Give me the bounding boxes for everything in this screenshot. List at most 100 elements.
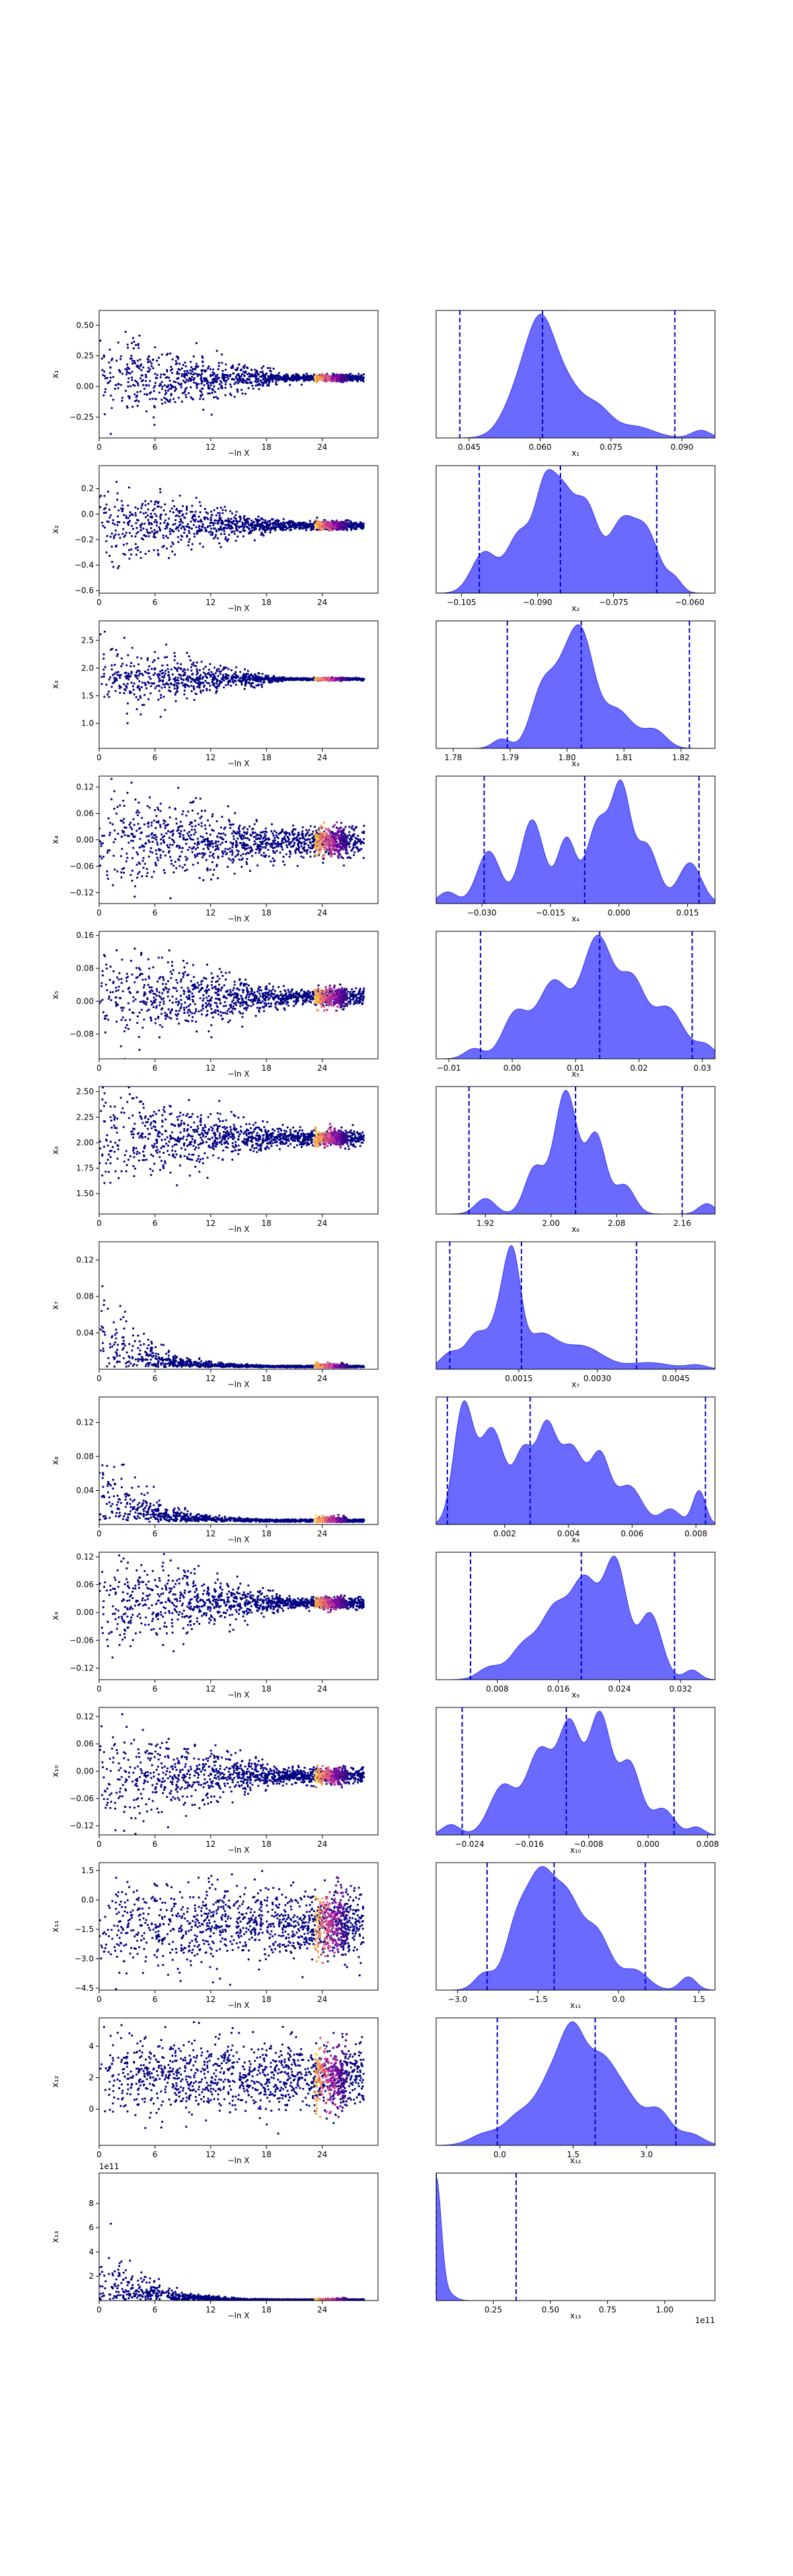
scatter-point — [235, 520, 238, 522]
scatter-point — [200, 661, 203, 663]
scatter-point — [115, 677, 118, 680]
scatter-point — [283, 380, 286, 383]
scatter-point — [143, 388, 146, 390]
scatter-point — [200, 394, 202, 397]
scatter-point — [125, 517, 128, 519]
scatter-point-hot — [315, 380, 319, 384]
scatter-point — [165, 643, 168, 646]
scatter-point — [198, 528, 201, 530]
scatter-point — [145, 376, 147, 378]
scatter-point — [195, 341, 198, 345]
scatter-point — [258, 528, 261, 531]
scatter-point — [251, 384, 254, 387]
scatter-point — [132, 347, 135, 350]
scatter-point-hot — [330, 377, 334, 380]
scatter-point — [167, 389, 169, 392]
scatter-point — [140, 537, 143, 540]
scatter-point — [111, 561, 114, 563]
scatter-point — [136, 656, 139, 659]
scatter-point — [167, 536, 169, 540]
scatter-point — [176, 826, 179, 829]
scatter-point — [170, 392, 172, 395]
scatter-point — [225, 509, 227, 512]
scatter-point — [110, 649, 112, 651]
scatter-point — [138, 367, 141, 370]
scatter-point — [134, 512, 137, 515]
scatter-point — [252, 521, 254, 524]
scatter-point — [102, 855, 105, 858]
scatter-point — [236, 379, 239, 382]
scatter-point — [252, 682, 254, 684]
scatter-point — [137, 698, 139, 701]
scatter-point — [191, 375, 194, 378]
scatter-point — [121, 509, 124, 512]
scatter-point — [169, 379, 171, 382]
scatter-point — [227, 517, 230, 520]
scatter-point — [301, 375, 304, 378]
scatter-point — [302, 677, 305, 680]
scatter-point — [177, 376, 180, 379]
scatter-point — [129, 511, 132, 514]
scatter-point — [235, 529, 238, 532]
scatter-point — [262, 681, 265, 684]
scatter-point — [332, 373, 334, 375]
scatter-point — [153, 659, 156, 662]
scatter-point — [108, 849, 111, 852]
x-axis-label: −ln X — [227, 759, 249, 768]
scatter-point — [262, 677, 266, 680]
scatter-point — [232, 858, 235, 861]
scatter-point — [123, 637, 126, 639]
scatter-point — [274, 528, 277, 530]
scatter-point — [272, 676, 275, 678]
scatter-point — [103, 696, 106, 698]
scatter-point — [196, 861, 200, 865]
scatter-point — [190, 690, 193, 692]
scatter-point — [208, 365, 210, 368]
scatter-point — [178, 494, 181, 497]
scatter-point — [216, 507, 219, 509]
scatter-point — [356, 522, 358, 525]
scatter-point — [311, 678, 314, 681]
scatter-point — [295, 376, 298, 380]
scatter-point — [246, 670, 249, 672]
scatter-point — [147, 668, 149, 671]
scatter-point — [266, 527, 269, 530]
scatter-point — [362, 678, 365, 680]
scatter-point — [358, 524, 361, 527]
scatter-point — [171, 358, 174, 361]
scatter-point — [159, 487, 161, 491]
scatter-point — [151, 509, 155, 512]
scatter-point — [127, 371, 130, 375]
scatter-point — [158, 391, 161, 394]
scatter-point — [218, 528, 221, 532]
scatter-point — [155, 836, 158, 839]
scatter-point — [195, 382, 198, 384]
scatter-point — [282, 528, 284, 530]
scatter-point — [113, 807, 116, 810]
scatter-point — [150, 682, 153, 684]
scatter-point — [222, 832, 225, 835]
scatter-point — [137, 507, 139, 510]
scatter-point — [243, 842, 246, 845]
scatter-point — [180, 663, 182, 666]
scatter-point — [269, 524, 272, 526]
scatter-point — [221, 838, 223, 840]
scatter-point — [348, 831, 351, 834]
scatter-point — [209, 530, 212, 533]
scatter-point — [186, 507, 188, 510]
scatter-point — [210, 511, 213, 513]
scatter-point — [174, 522, 176, 525]
scatter-point — [174, 680, 176, 682]
scatter-point — [208, 845, 211, 847]
scatter-point — [262, 378, 264, 381]
scatter-point — [181, 535, 184, 538]
scatter-point — [257, 384, 260, 386]
scatter-point — [236, 849, 239, 852]
scatter-point — [182, 673, 185, 676]
scatter-point — [255, 381, 258, 384]
scatter-point — [204, 843, 207, 846]
scatter-point — [253, 686, 256, 689]
scatter-point — [161, 388, 163, 390]
scatter-point — [213, 385, 215, 388]
scatter-point — [130, 357, 133, 360]
